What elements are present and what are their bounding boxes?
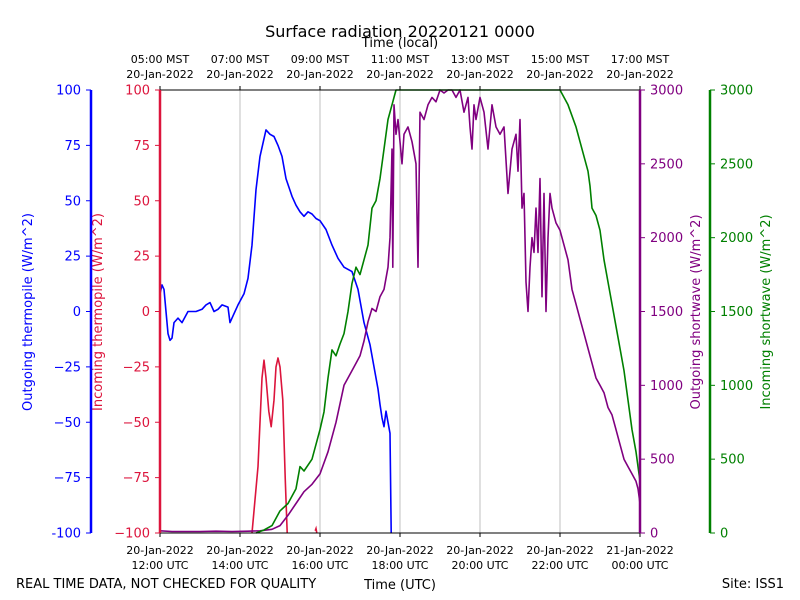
top-tick-label-date: 20-Jan-2022	[126, 68, 194, 81]
x-tick-label-date: 20-Jan-2022	[366, 544, 434, 557]
y-tick-label-in_sw: 0	[720, 527, 728, 542]
y-tick-label-in_sw: 3000	[720, 84, 753, 99]
y-tick-label-in_thermo: −50	[123, 416, 150, 431]
top-tick-label-time: 05:00 MST	[131, 53, 190, 66]
series-line-out_thermo	[159, 129, 392, 534]
y-tick-label-in_sw: 500	[720, 453, 745, 468]
y-tick-label-out_sw: 500	[650, 453, 675, 468]
x-tick-label-date: 20-Jan-2022	[126, 544, 194, 557]
x-tick-label-time: 20:00 UTC	[451, 559, 508, 572]
top-tick-label-time: 07:00 MST	[211, 53, 270, 66]
x-tick-label-date: 20-Jan-2022	[286, 544, 354, 557]
y-tick-label-out_thermo: 0	[73, 305, 81, 320]
y-tick-label-in_thermo: 75	[133, 139, 150, 154]
y-tick-label-out_thermo: 100	[56, 84, 81, 99]
top-tick-label-time: 11:00 MST	[371, 53, 430, 66]
axis-label-incoming-thermopile: Incoming thermopile (W/m^2)	[91, 213, 106, 411]
x-tick-label-time: 12:00 UTC	[131, 559, 188, 572]
x-tick-label-date: 21-Jan-2022	[606, 544, 674, 557]
y-tick-label-in_sw: 1000	[720, 379, 753, 394]
y-tick-label-in_thermo: 50	[133, 194, 150, 209]
y-tick-label-out_sw: 2500	[650, 157, 683, 172]
top-tick-label-date: 20-Jan-2022	[526, 68, 594, 81]
y-tick-label-out_sw: 0	[650, 527, 658, 542]
y-tick-label-out_thermo: 75	[64, 139, 81, 154]
top-tick-label-date: 20-Jan-2022	[606, 68, 674, 81]
quality-note: REAL TIME DATA, NOT CHECKED FOR QUALITY	[16, 577, 316, 592]
series-line-in_thermo	[251, 357, 288, 534]
top-tick-label-date: 20-Jan-2022	[446, 68, 514, 81]
y-tick-label-out_sw: 2000	[650, 231, 683, 246]
y-tick-label-out_sw: 3000	[650, 84, 683, 99]
x-tick-label-date: 20-Jan-2022	[526, 544, 594, 557]
y-tick-label-out_sw: 1500	[650, 305, 683, 320]
top-axis-label: Time (local)	[361, 36, 438, 51]
y-tick-label-out_thermo: −50	[54, 416, 81, 431]
top-tick-label-time: 09:00 MST	[291, 53, 350, 66]
x-tick-label-time: 14:00 UTC	[211, 559, 268, 572]
y-tick-label-in_sw: 2000	[720, 231, 753, 246]
x-tick-label-date: 20-Jan-2022	[446, 544, 514, 557]
x-tick-label-time: 18:00 UTC	[371, 559, 428, 572]
y-tick-label-out_thermo: -100	[51, 527, 81, 542]
top-tick-label-time: 13:00 MST	[451, 53, 510, 66]
y-tick-label-out_thermo: 25	[64, 250, 81, 265]
top-tick-label-date: 20-Jan-2022	[206, 68, 274, 81]
y-tick-label-out_thermo: −75	[54, 471, 81, 486]
chart-title: Surface radiation 20220121 0000	[265, 22, 535, 41]
y-tick-label-in_thermo: −25	[123, 360, 150, 375]
x-tick-label-time: 00:00 UTC	[611, 559, 668, 572]
y-tick-label-out_sw: 1000	[650, 379, 683, 394]
series-line-out_sw	[159, 89, 641, 533]
axis-label-incoming-shortwave: Incoming shortwave (W/m^2)	[759, 214, 774, 409]
grid-lines	[159, 90, 641, 533]
y-tick-label-in_thermo: −75	[123, 471, 150, 486]
x-tick-label-date: 20-Jan-2022	[206, 544, 274, 557]
series-line-in_thermo-segment	[314, 525, 318, 534]
series-line-in_sw	[255, 89, 641, 534]
top-tick-label-time: 17:00 MST	[611, 53, 670, 66]
site-label: Site: ISS1	[722, 577, 784, 592]
axis-label-outgoing-shortwave: Outgoing shortwave (W/m^2)	[689, 214, 704, 409]
y-tick-label-in_sw: 1500	[720, 305, 753, 320]
axis-label-outgoing-thermopile: Outgoing thermopile (W/m^2)	[21, 213, 36, 411]
x-tick-label-time: 22:00 UTC	[531, 559, 588, 572]
bottom-axis-label: Time (UTC)	[363, 578, 436, 593]
y-tick-label-in_thermo: 100	[125, 84, 150, 99]
y-tick-label-out_thermo: 50	[64, 194, 81, 209]
y-tick-label-in_thermo: 25	[133, 250, 150, 265]
y-tick-label-in_sw: 2500	[720, 157, 753, 172]
top-tick-label-date: 20-Jan-2022	[286, 68, 354, 81]
top-tick-label-time: 15:00 MST	[531, 53, 590, 66]
y-tick-label-out_thermo: −25	[54, 360, 81, 375]
x-tick-label-time: 16:00 UTC	[291, 559, 348, 572]
top-tick-label-date: 20-Jan-2022	[366, 68, 434, 81]
axes: 20-Jan-2022 12:00 UTC 20-Jan-2022 14:00 UTC…	[51, 53, 753, 572]
y-tick-label-in_thermo: −100	[114, 527, 150, 542]
y-tick-label-in_thermo: 0	[142, 305, 150, 320]
